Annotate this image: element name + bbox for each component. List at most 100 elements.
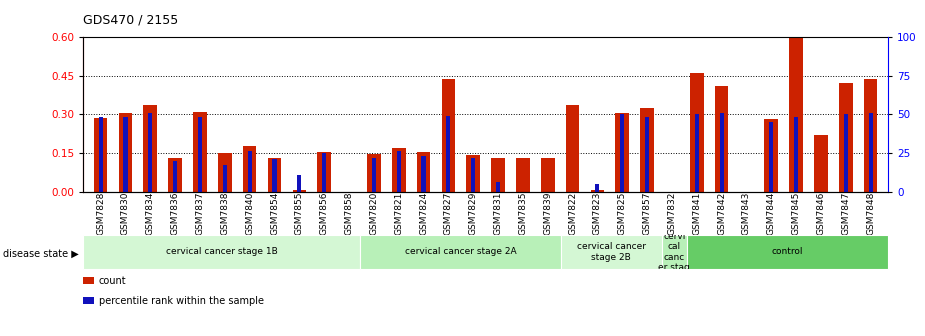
Bar (814, 135, 828, 192)
Text: GSM7821: GSM7821 (394, 192, 403, 235)
Bar (640, 108, 654, 192)
Text: disease state ▶: disease state ▶ (3, 249, 79, 259)
Bar (720, 113, 723, 192)
Bar (143, 105, 157, 192)
Text: count: count (99, 276, 127, 286)
Bar (620, 114, 624, 192)
Bar (645, 117, 649, 192)
Bar (491, 158, 505, 192)
Text: GSM7842: GSM7842 (717, 192, 726, 235)
Bar (715, 86, 728, 192)
Text: cervical cancer stage 2A: cervical cancer stage 2A (404, 248, 516, 256)
Text: GSM7836: GSM7836 (170, 192, 179, 235)
Bar (416, 152, 430, 192)
Text: cervical cancer
stage 2B: cervical cancer stage 2B (577, 242, 646, 262)
Bar (273, 159, 277, 192)
Bar (844, 114, 848, 192)
Text: GSM7830: GSM7830 (121, 192, 130, 235)
Bar (695, 114, 698, 192)
Bar (839, 83, 853, 192)
Bar (292, 190, 306, 192)
Text: GSM7835: GSM7835 (518, 192, 527, 235)
Text: GSM7837: GSM7837 (195, 192, 204, 235)
Bar (789, 38, 803, 192)
Bar (864, 79, 878, 192)
Bar (869, 113, 872, 192)
Bar (118, 113, 132, 192)
Text: GSM7857: GSM7857 (643, 192, 651, 235)
Bar (367, 154, 381, 192)
Bar (686, 235, 888, 269)
Bar (690, 73, 704, 192)
Bar (193, 112, 207, 192)
Text: GSM7834: GSM7834 (146, 192, 154, 235)
Text: GSM7832: GSM7832 (668, 192, 676, 235)
Text: GSM7854: GSM7854 (270, 192, 279, 235)
Text: cervi
cal
canc
er stag: cervi cal canc er stag (659, 232, 690, 272)
Text: GSM7825: GSM7825 (618, 192, 627, 235)
Bar (360, 235, 561, 269)
Bar (392, 148, 405, 192)
Text: GSM7823: GSM7823 (593, 192, 602, 235)
Bar (397, 151, 401, 192)
Text: GSM7828: GSM7828 (96, 192, 105, 235)
Text: GSM7820: GSM7820 (369, 192, 378, 235)
Text: GSM7831: GSM7831 (494, 192, 502, 235)
Bar (322, 153, 327, 192)
Bar (566, 105, 579, 192)
Text: GSM7839: GSM7839 (543, 192, 552, 235)
Text: GSM7856: GSM7856 (320, 192, 328, 235)
Text: GSM7841: GSM7841 (692, 192, 701, 235)
Text: GSM7848: GSM7848 (866, 192, 875, 235)
Bar (496, 182, 500, 192)
Bar (596, 184, 599, 192)
Bar (173, 161, 178, 192)
Text: GSM7855: GSM7855 (295, 192, 303, 235)
Bar (123, 117, 128, 192)
Bar (770, 122, 773, 192)
Bar (223, 165, 227, 192)
Text: GSM7822: GSM7822 (568, 192, 577, 235)
Text: percentile rank within the sample: percentile rank within the sample (99, 296, 264, 306)
Text: GSM7824: GSM7824 (419, 192, 428, 235)
Bar (471, 158, 475, 192)
Text: GSM7827: GSM7827 (444, 192, 453, 235)
Bar (372, 158, 376, 192)
Bar (441, 79, 455, 192)
Text: GSM7838: GSM7838 (220, 192, 229, 235)
Text: GSM7843: GSM7843 (742, 192, 751, 235)
Bar (661, 235, 686, 269)
Bar (297, 174, 302, 192)
Text: GSM7845: GSM7845 (792, 192, 801, 235)
Text: GSM7840: GSM7840 (245, 192, 254, 235)
Bar (317, 152, 331, 192)
Bar (148, 113, 153, 192)
Bar (198, 117, 202, 192)
Text: GSM7858: GSM7858 (344, 192, 353, 235)
Bar (794, 117, 798, 192)
Bar (764, 119, 778, 192)
Bar (615, 113, 629, 192)
Bar (447, 116, 450, 192)
Bar (422, 156, 426, 192)
Bar (93, 118, 107, 192)
Bar (267, 158, 281, 192)
Text: cervical cancer stage 1B: cervical cancer stage 1B (166, 248, 278, 256)
Text: GSM7844: GSM7844 (767, 192, 776, 235)
Bar (248, 151, 252, 192)
Bar (168, 158, 182, 192)
Bar (83, 235, 360, 269)
Bar (466, 156, 480, 192)
Bar (218, 153, 231, 192)
Text: GDS470 / 2155: GDS470 / 2155 (83, 14, 179, 27)
Bar (243, 146, 256, 192)
Bar (99, 117, 103, 192)
Text: GSM7829: GSM7829 (469, 192, 477, 235)
Bar (541, 158, 555, 192)
Text: GSM7846: GSM7846 (817, 192, 825, 235)
Text: GSM7847: GSM7847 (841, 192, 850, 235)
Bar (590, 190, 604, 192)
Text: control: control (771, 248, 803, 256)
Bar (561, 235, 661, 269)
Bar (516, 158, 530, 192)
